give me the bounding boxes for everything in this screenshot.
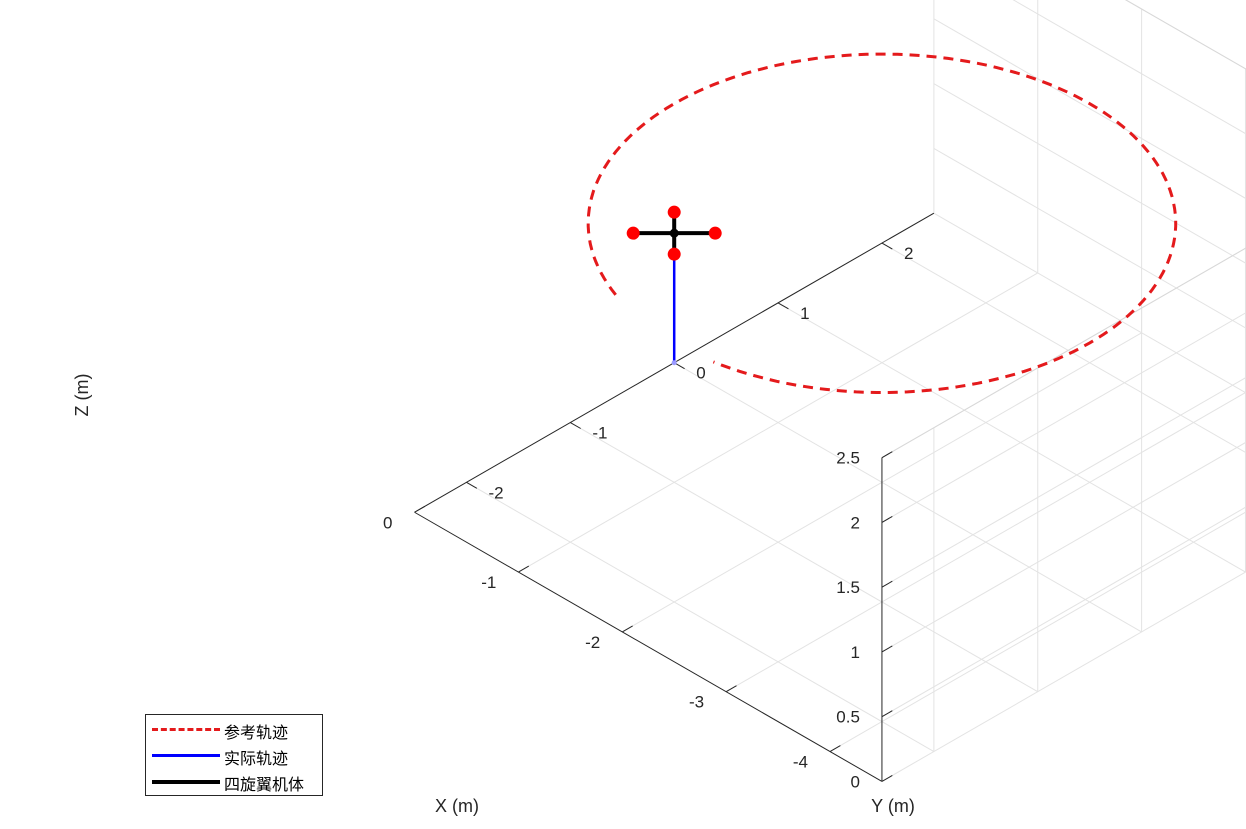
grid-line <box>673 362 1142 633</box>
rotor-marker <box>667 205 681 219</box>
rotor-marker <box>626 226 640 240</box>
y-axis-label: Y (m) <box>871 796 915 816</box>
z-tick-label: 1.5 <box>836 578 860 597</box>
x-axis-label: X (m) <box>435 796 479 816</box>
legend-item-reference: 参考轨迹 <box>146 717 322 742</box>
grid-line <box>1125 0 1246 70</box>
y-tick-label: 0 <box>696 364 705 383</box>
z-axis-label: Z (m) <box>72 374 92 417</box>
grid-line <box>933 147 1246 329</box>
x-axis-line <box>414 511 883 782</box>
grid-line <box>933 212 1246 394</box>
legend-label-reference: 参考轨迹 <box>224 723 289 742</box>
legend: 参考轨迹 实际轨迹 四旋翼机体 <box>145 714 323 796</box>
legend-swatch-quadrotor <box>152 780 220 784</box>
trajectory-start-point <box>671 360 677 366</box>
rotor-marker <box>708 226 722 240</box>
grid-line <box>881 441 1246 653</box>
grid-line <box>933 83 1246 264</box>
grid-line <box>881 247 1246 459</box>
axis-labels: X (m) Y (m) Z (m) <box>72 374 915 816</box>
y-tick-label: -1 <box>592 424 607 443</box>
grid-lines <box>414 0 1246 782</box>
legend-item-quadrotor: 四旋翼机体 <box>146 769 322 794</box>
rotor-marker <box>667 247 681 261</box>
z-tick-mark <box>881 515 893 523</box>
legend-item-actual: 实际轨迹 <box>146 743 322 768</box>
legend-label-quadrotor: 四旋翼机体 <box>224 775 305 794</box>
box-edge <box>881 247 1246 459</box>
x-tick-mark <box>414 505 426 513</box>
z-tick-mark <box>881 580 893 588</box>
grid-line <box>466 481 935 752</box>
y-tick-label: 1 <box>800 304 809 323</box>
x-tick-label: -1 <box>481 573 496 592</box>
x-tick-label: -3 <box>689 693 704 712</box>
x-tick-label: -4 <box>793 753 808 772</box>
y-tick-mark <box>570 422 581 429</box>
z-tick-label: 0 <box>850 772 859 791</box>
y-tick-mark <box>777 302 789 310</box>
y-tick-mark <box>881 242 893 250</box>
legend-swatch-reference <box>152 728 220 731</box>
y-tick-label: 2 <box>904 244 913 263</box>
legend-label-actual: 实际轨迹 <box>224 749 289 768</box>
grid-line <box>881 242 1246 454</box>
reference-trajectory <box>586 52 1178 394</box>
y-tick-label: -2 <box>488 483 503 502</box>
grid-line <box>881 376 1246 588</box>
x-tick-mark <box>725 685 737 693</box>
z-tick-mark <box>881 710 893 718</box>
grid-line <box>570 422 1038 693</box>
x-tick-mark <box>518 565 530 573</box>
z-tick-label: 2.5 <box>836 449 860 468</box>
grid-line <box>777 302 1246 573</box>
z-tick-label: 2 <box>850 513 859 532</box>
quadrotor-center <box>669 228 679 238</box>
z-tick-label: 1 <box>850 643 859 662</box>
plot-series <box>586 52 1178 394</box>
x-tick-label: 0 <box>383 513 392 532</box>
legend-swatch-actual <box>152 754 220 757</box>
x-tick-mark <box>829 745 841 752</box>
grid-line <box>881 312 1246 523</box>
tick-labels: -4 -3 -2 -1 0 -2 -1 0 1 2 0 0.5 1 1.5 2 2.5 <box>383 242 913 791</box>
x-tick-label: -2 <box>585 633 600 652</box>
z-tick-label: 0.5 <box>836 708 860 727</box>
z-tick-mark <box>881 645 893 653</box>
box-edge <box>1125 0 1246 70</box>
grid-line <box>933 18 1246 200</box>
z-tick-mark <box>881 451 893 459</box>
grid-line <box>1012 0 1246 135</box>
y-tick-mark <box>466 481 478 489</box>
grid-line <box>881 506 1246 718</box>
grid-line <box>881 571 1246 782</box>
z-tick-mark <box>881 775 893 782</box>
x-tick-mark <box>622 625 633 633</box>
